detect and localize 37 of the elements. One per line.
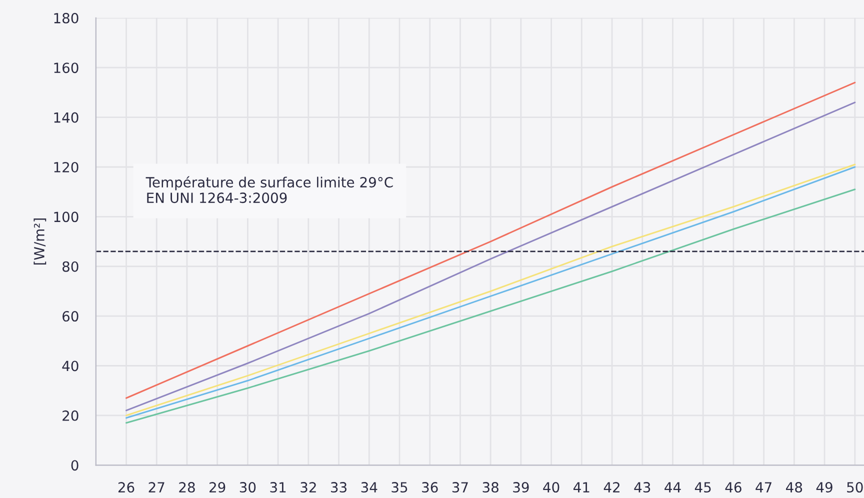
y-tick-label: 0	[71, 460, 78, 471]
x-tick-label: 43	[634, 482, 650, 493]
x-tick-label: 31	[270, 482, 286, 493]
x-tick-label: 47	[756, 482, 772, 492]
y-tick-label: 120	[54, 162, 78, 172]
x-tick-label: 48	[786, 482, 802, 493]
y-tick-label: 160	[54, 62, 78, 74]
x-tick-label: 33	[331, 482, 347, 493]
x-tick-label: 32	[300, 482, 316, 493]
y-tick-label: 100	[54, 212, 78, 222]
x-tick-label: 46	[725, 482, 742, 493]
x-tick-label: 50	[847, 482, 863, 493]
x-tick-label: 35	[392, 482, 408, 493]
x-tick-label: 41	[574, 482, 590, 492]
x-tick-label: 37	[452, 482, 468, 493]
x-tick-label: 36	[422, 482, 438, 493]
y-axis-title: [W/m²]	[34, 218, 46, 265]
y-tick-label: 60	[62, 311, 78, 322]
annotation: Température de surface limite 29°C EN UNI 1264-3:2009	[146, 176, 393, 204]
x-tick-label: 42	[604, 482, 620, 492]
x-tick-label: 44	[664, 482, 681, 492]
x-tick-label: 39	[513, 482, 529, 493]
x-tick-label: 30	[240, 482, 256, 493]
x-tick-label: 27	[148, 482, 164, 492]
x-tick-label: 49	[816, 482, 832, 493]
y-tick-label: 80	[62, 261, 78, 272]
x-tick-label: 26	[118, 482, 134, 493]
y-tick-label: 40	[62, 360, 78, 372]
x-tick-label: 29	[210, 482, 226, 493]
x-tick-label: 28	[179, 482, 195, 493]
x-tick-label: 38	[482, 482, 498, 493]
y-tick-label: 140	[54, 112, 78, 123]
x-tick-label: 34	[361, 482, 378, 493]
y-tick-label: 20	[62, 410, 78, 421]
y-tick-label: 180	[54, 12, 78, 24]
x-tick-label: 40	[543, 482, 560, 493]
x-tick-label: 45	[694, 482, 711, 493]
